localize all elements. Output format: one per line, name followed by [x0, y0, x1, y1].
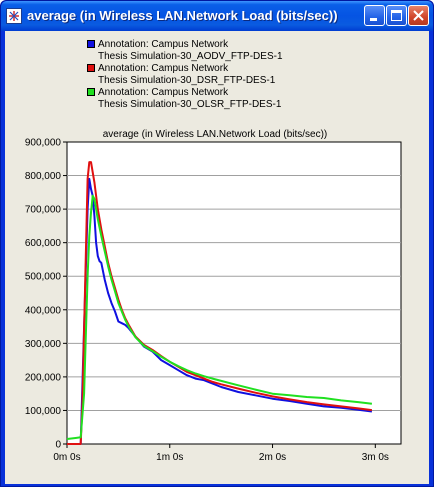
x-tick-label: 1m 0s	[156, 452, 183, 463]
minimize-icon	[370, 18, 377, 21]
y-tick-label: 500,000	[25, 272, 62, 283]
y-axis: 0 100,000 200,000 300,000 400,000 500,000 600,…	[25, 138, 67, 451]
legend-annotation: Annotation: Campus Network	[98, 39, 229, 50]
y-tick-label: 800,000	[25, 171, 62, 182]
close-icon	[413, 10, 424, 21]
y-tick-label: 200,000	[25, 372, 62, 383]
legend-annotation: Annotation: Campus Network	[98, 87, 229, 98]
y-tick-label: 300,000	[25, 339, 62, 350]
minimize-button[interactable]	[364, 5, 385, 26]
window-title: average (in Wireless LAN.Network Load (b…	[27, 8, 338, 23]
legend-swatch	[87, 40, 95, 48]
close-button[interactable]	[408, 5, 429, 26]
title-bar[interactable]: average (in Wireless LAN.Network Load (b…	[1, 1, 433, 31]
x-tick-label: 3m 0s	[362, 452, 389, 463]
legend-swatch	[87, 64, 95, 72]
x-tick-label: 0m 0s	[53, 452, 80, 463]
maximize-button[interactable]	[386, 5, 407, 26]
y-tick-label: 600,000	[25, 238, 62, 249]
series-line-olsr	[66, 194, 373, 440]
legend-series-name: Thesis Simulation-30_DSR_FTP-DES-1	[98, 75, 276, 86]
plot-area	[66, 141, 402, 445]
legend-swatch	[87, 88, 95, 96]
legend-annotation: Annotation: Campus Network	[98, 63, 229, 74]
x-axis: 0m 0s 1m 0s 2m 0s 3m 0s	[53, 444, 389, 463]
x-tick-label: 2m 0s	[259, 452, 286, 463]
y-tick-label: 400,000	[25, 305, 62, 316]
legend-series-name: Thesis Simulation-30_OLSR_FTP-DES-1	[98, 99, 282, 110]
y-tick-label: 0	[55, 440, 61, 451]
y-tick-label: 900,000	[25, 138, 62, 149]
chart-title: average (in Wireless LAN.Network Load (b…	[103, 129, 328, 140]
legend-series-name: Thesis Simulation-30_AODV_FTP-DES-1	[98, 51, 283, 62]
y-tick-label: 100,000	[25, 406, 62, 417]
y-tick-label: 700,000	[25, 205, 62, 216]
maximize-icon	[391, 10, 402, 21]
series-lines	[66, 161, 373, 445]
line-chart: average (in Wireless LAN.Network Load (b…	[25, 129, 402, 463]
chart-panel: Annotation: Campus Network Thesis Simula…	[5, 31, 429, 484]
app-icon[interactable]	[6, 8, 22, 24]
